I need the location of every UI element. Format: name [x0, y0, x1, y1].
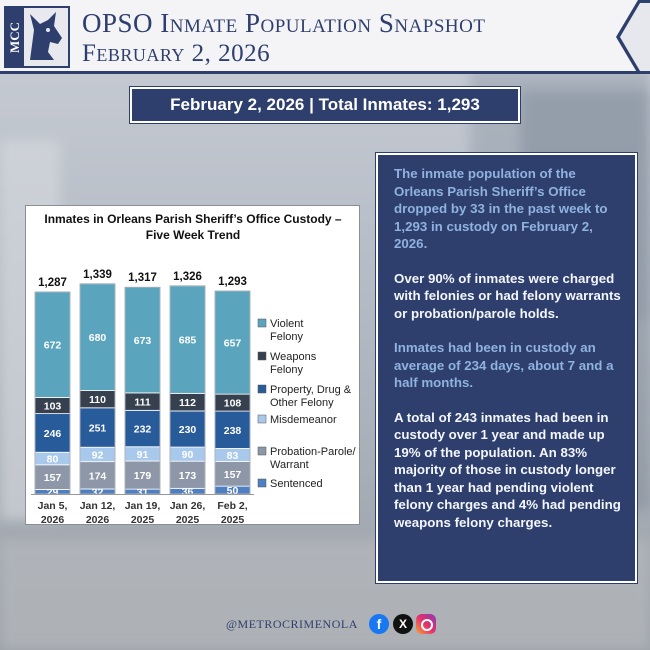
mcc-logo: MCC — [4, 6, 70, 68]
data-label: 32 — [92, 486, 104, 498]
data-label: 108 — [224, 398, 242, 410]
data-label: 179 — [134, 470, 152, 482]
total-label: 1,339 — [83, 269, 112, 281]
tick-label: 2026 — [41, 514, 65, 526]
legend-label: Other Felony — [270, 397, 334, 409]
summary-paragraph-population: The inmate population of the Orleans Par… — [394, 166, 608, 251]
tick-label: 2025 — [176, 514, 200, 526]
bar-segment — [214, 410, 251, 449]
legend-label: Warrant — [270, 459, 309, 471]
bar-segment — [214, 290, 251, 395]
bar-segment — [79, 283, 116, 391]
data-label: 80 — [47, 454, 59, 466]
bar-segment — [79, 461, 116, 490]
instagram-icon[interactable] — [416, 614, 436, 634]
legend-swatch — [257, 414, 267, 424]
summary-paragraph-felonies: Over 90% of inmates were charged with fe… — [394, 270, 621, 321]
legend-label: Sentenced — [270, 478, 323, 490]
legend-label: Misdemeanor — [270, 414, 337, 426]
data-label: 251 — [89, 423, 107, 435]
dog-icon — [24, 8, 68, 66]
legend-swatch — [257, 446, 267, 456]
summary-panel: The inmate population of the Orleans Par… — [375, 152, 638, 584]
data-label: 672 — [44, 340, 62, 352]
legend-swatch — [257, 351, 267, 361]
chart-card: Inmates in Orleans Parish Sheriff’s Offi… — [25, 205, 360, 526]
total-label: 1,317 — [128, 272, 157, 284]
data-label: 111 — [134, 397, 151, 409]
bar-segment — [124, 286, 161, 394]
data-label: 103 — [44, 401, 62, 413]
social-handle[interactable]: @METROCRIMENOLA — [226, 617, 358, 631]
tick-label: Jan 26, — [170, 500, 206, 512]
data-label: 83 — [227, 450, 239, 462]
legend-swatch — [257, 478, 267, 488]
total-label: 1,287 — [38, 277, 67, 289]
legend-label: Probation-Parole/ — [270, 446, 357, 458]
data-label: 174 — [89, 470, 107, 482]
data-label: 680 — [89, 332, 107, 344]
data-label: 685 — [179, 335, 197, 347]
summary-paragraph-average-days: Inmates had been in custody an average o… — [394, 340, 614, 390]
legend-label: Violent — [270, 318, 303, 330]
data-label: 112 — [179, 397, 196, 409]
x-icon[interactable]: X — [393, 614, 413, 634]
legend-swatch — [257, 384, 267, 394]
bar-segment — [124, 409, 161, 448]
chart-title: Five Week Trend — [146, 228, 240, 242]
tick-label: Jan 5, — [38, 500, 68, 512]
page-subtitle-date: February 2, 2026 — [82, 40, 271, 67]
total-label: 1,293 — [218, 276, 247, 288]
data-label: 157 — [44, 472, 62, 484]
page-title: OPSO Inmate Population Snapshot — [82, 8, 486, 38]
data-label: 90 — [182, 449, 194, 461]
bar-segment — [124, 460, 161, 490]
data-label: 230 — [179, 424, 197, 436]
data-label: 29 — [47, 487, 59, 499]
legend-label: Property, Drug & — [270, 384, 352, 396]
facebook-icon[interactable]: f — [369, 614, 389, 634]
tick-label: Feb 2, — [217, 500, 247, 512]
data-label: 91 — [137, 449, 149, 461]
stacked-bar-chart: Inmates in Orleans Parish Sheriff’s Offi… — [31, 212, 357, 526]
data-label: 110 — [89, 394, 106, 406]
chart-title: Inmates in Orleans Parish Sheriff’s Offi… — [44, 212, 342, 226]
tick-label: Jan 12, — [80, 500, 116, 512]
legend-label: Felony — [270, 364, 304, 376]
tick-label: 2025 — [131, 514, 155, 526]
bar-segment — [79, 407, 116, 448]
summary-paragraph-over-one-year: A total of 243 inmates had been in custo… — [394, 409, 621, 530]
data-label: 232 — [134, 424, 152, 436]
data-label: 92 — [92, 449, 104, 461]
legend-label: Weapons — [270, 351, 317, 363]
total-label: 1,326 — [173, 271, 202, 283]
tick-label: 2025 — [221, 514, 245, 526]
tick-label: 2026 — [86, 514, 110, 526]
data-label: 50 — [227, 485, 239, 497]
data-label: 157 — [224, 469, 242, 481]
data-label: 657 — [224, 338, 242, 350]
arrow-icon — [616, 0, 650, 74]
tick-label: Jan 19, — [125, 500, 161, 512]
logo-text: MCC — [6, 8, 24, 66]
legend-label: Felony — [270, 331, 304, 343]
header-banner: MCC OPSO Inmate Population Snapshot Febr… — [0, 0, 650, 74]
total-inmates-banner: February 2, 2026 | Total Inmates: 1,293 — [129, 86, 521, 124]
data-label: 36 — [182, 486, 194, 498]
data-label: 673 — [134, 335, 152, 347]
data-label: 173 — [179, 470, 197, 482]
data-label: 246 — [44, 428, 62, 440]
data-label: 31 — [137, 487, 149, 499]
data-label: 238 — [224, 425, 242, 437]
legend-swatch — [257, 318, 267, 328]
